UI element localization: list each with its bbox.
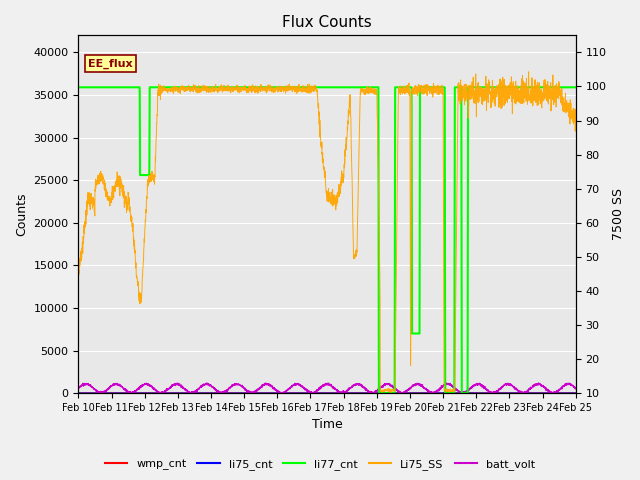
li77_cnt: [287, 84, 294, 90]
Li75_SS: [525, 69, 532, 75]
wmp_cnt: [161, 390, 168, 396]
li77_cnt: [265, 84, 273, 90]
Li75_SS: [287, 87, 294, 93]
Li75_SS: [75, 271, 83, 277]
wmp_cnt: [562, 390, 570, 396]
li75_cnt: [572, 390, 580, 396]
wmp_cnt: [131, 390, 139, 396]
Title: Flux Counts: Flux Counts: [282, 15, 372, 30]
Li75_SS: [131, 248, 139, 253]
li77_cnt: [572, 84, 580, 90]
li75_cnt: [161, 390, 168, 396]
batt_volt: [266, 383, 273, 388]
batt_volt: [97, 390, 105, 396]
Line: batt_volt: batt_volt: [79, 383, 576, 393]
Li75_SS: [387, 390, 395, 396]
wmp_cnt: [509, 390, 516, 396]
batt_volt: [131, 388, 139, 394]
wmp_cnt: [287, 390, 294, 396]
batt_volt: [563, 381, 570, 386]
batt_volt: [509, 383, 516, 389]
batt_volt: [161, 388, 168, 394]
li77_cnt: [375, 390, 383, 396]
X-axis label: Time: Time: [312, 419, 342, 432]
batt_volt: [287, 384, 294, 390]
Li75_SS: [563, 100, 570, 106]
Text: EE_flux: EE_flux: [88, 59, 133, 69]
Li75_SS: [161, 87, 168, 93]
li75_cnt: [562, 390, 570, 396]
Li75_SS: [265, 87, 273, 93]
Line: Li75_SS: Li75_SS: [79, 72, 576, 393]
li75_cnt: [509, 390, 516, 396]
li77_cnt: [75, 84, 83, 90]
wmp_cnt: [265, 390, 273, 396]
Legend: wmp_cnt, li75_cnt, li77_cnt, Li75_SS, batt_volt: wmp_cnt, li75_cnt, li77_cnt, Li75_SS, ba…: [100, 455, 540, 474]
batt_volt: [572, 386, 580, 392]
li77_cnt: [509, 84, 516, 90]
Li75_SS: [509, 84, 516, 89]
wmp_cnt: [572, 390, 580, 396]
li75_cnt: [265, 390, 273, 396]
li77_cnt: [161, 84, 168, 90]
Li75_SS: [572, 123, 580, 129]
wmp_cnt: [75, 390, 83, 396]
li75_cnt: [131, 390, 139, 396]
Y-axis label: 7500 SS: 7500 SS: [612, 188, 625, 240]
li77_cnt: [563, 84, 570, 90]
batt_volt: [75, 386, 83, 392]
batt_volt: [443, 380, 451, 386]
li75_cnt: [287, 390, 294, 396]
Y-axis label: Counts: Counts: [15, 192, 28, 236]
li77_cnt: [131, 84, 139, 90]
Line: li77_cnt: li77_cnt: [79, 87, 576, 393]
li75_cnt: [75, 390, 83, 396]
